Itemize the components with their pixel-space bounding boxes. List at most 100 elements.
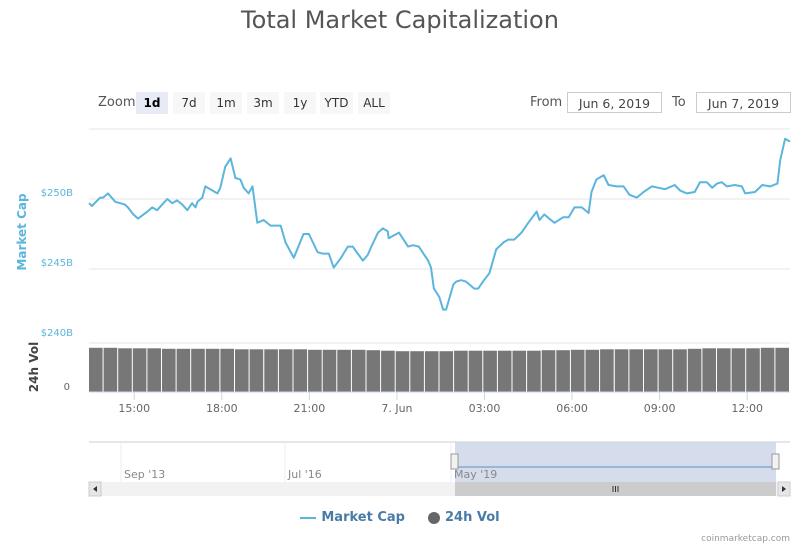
volume-bar: [162, 348, 176, 392]
x-axis-ticks: 15:00 18:00 21:00 7. Jun 03:00 06:00 09:00 12:0…: [118, 392, 763, 415]
y-tick-label: $245B: [41, 258, 73, 269]
x-tick-label: 06:00: [556, 402, 588, 415]
navigator-label: Sep '13: [124, 468, 165, 481]
volume-bar: [775, 347, 789, 392]
to-label: To: [672, 95, 686, 110]
legend-label: 24h Vol: [445, 510, 500, 525]
grip-icon: [612, 486, 619, 492]
x-tick-label: 21:00: [294, 402, 326, 415]
volume-bar: [424, 351, 439, 392]
volume-bars: [89, 347, 789, 392]
volume-bar: [176, 348, 191, 392]
scrollbar[interactable]: [88, 481, 791, 497]
volume-bar: [308, 349, 322, 392]
volume-bar: [351, 349, 366, 392]
zoom-ytd-button[interactable]: YTD: [320, 92, 353, 114]
volume-bar: [264, 349, 278, 392]
volume-bar: [191, 348, 205, 392]
market-cap-line[interactable]: [88, 137, 791, 311]
volume-bar: [395, 351, 410, 392]
volume-bar: [585, 349, 600, 392]
x-tick-label: 18:00: [206, 402, 238, 415]
y-axis-label: Market Cap: [15, 193, 29, 271]
circle-symbol-icon: [428, 511, 441, 524]
volume-bar: [205, 348, 220, 392]
volume-bar: [614, 349, 629, 392]
gridlines: [89, 128, 790, 344]
arrow-left-icon: [93, 486, 97, 492]
volume-bar: [366, 350, 381, 392]
volume-bar: [322, 349, 337, 392]
x-tick-label: 12:00: [731, 402, 763, 415]
volume-bar: [337, 349, 351, 392]
volume-bar: [235, 349, 249, 392]
volume-bar: [512, 350, 527, 392]
volume-bar: [468, 350, 483, 392]
volume-bar: [629, 349, 643, 392]
volume-bar: [717, 348, 731, 392]
volume-axis-label: 24h Vol: [27, 342, 41, 392]
chart-title: Total Market Capitalization: [241, 6, 559, 34]
navigator[interactable]: Sep '13 Jul '16 May '19: [89, 441, 790, 482]
volume-bar: [702, 348, 716, 392]
to-date-input[interactable]: Jun 7, 2019: [696, 92, 791, 113]
volume-bar: [527, 350, 541, 392]
volume-axis-tick: 0: [64, 382, 70, 393]
x-tick-label: 03:00: [469, 402, 501, 415]
volume-bar: [556, 350, 570, 392]
y-tick-label: $240B: [41, 328, 73, 339]
legend: Market Cap 24h Vol: [0, 510, 800, 525]
navigator-label: Jul '16: [287, 468, 322, 481]
zoom-3m-button[interactable]: 3m: [247, 92, 279, 114]
zoom-label: Zoom: [98, 95, 136, 110]
legend-item-24h-vol[interactable]: 24h Vol: [428, 510, 500, 525]
navigator-left-handle[interactable]: [450, 453, 459, 470]
x-tick-label: 15:00: [118, 402, 150, 415]
zoom-all-button[interactable]: ALL: [358, 92, 390, 114]
x-tick-label: 7. Jun: [381, 402, 412, 415]
volume-bar: [570, 349, 585, 392]
arrow-right-icon: [782, 486, 786, 492]
volume-bar: [410, 351, 424, 392]
from-label: From: [530, 95, 563, 110]
volume-bar: [220, 348, 234, 392]
volume-bar: [483, 350, 497, 392]
credit-link[interactable]: coinmarketcap.com: [701, 534, 790, 544]
volume-bar: [293, 349, 308, 392]
volume-bar: [147, 348, 161, 392]
line-symbol-icon: [300, 516, 317, 519]
navigator-right-handle[interactable]: [771, 453, 780, 470]
volume-bar: [439, 351, 454, 392]
x-tick-label: 09:00: [644, 402, 676, 415]
legend-item-market-cap[interactable]: Market Cap: [300, 510, 405, 525]
volume-bar: [760, 347, 775, 392]
volume-bar: [497, 350, 512, 392]
volume-bar: [541, 350, 556, 392]
zoom-7d-button[interactable]: 7d: [173, 92, 205, 114]
volume-bar: [644, 349, 658, 392]
zoom-1m-button[interactable]: 1m: [210, 92, 242, 114]
volume-bar: [118, 348, 132, 392]
volume-bar: [673, 349, 687, 392]
volume-bar: [746, 348, 760, 392]
y-axis-ticks: $250B $245B $240B: [41, 188, 73, 339]
volume-bar: [658, 349, 673, 392]
volume-bar: [687, 348, 702, 392]
zoom-1y-button[interactable]: 1y: [284, 92, 316, 114]
volume-bar: [454, 350, 468, 392]
volume-bar: [103, 347, 118, 392]
volume-bar: [132, 348, 147, 392]
zoom-1d-button[interactable]: 1d: [136, 92, 168, 114]
volume-bar: [278, 349, 293, 392]
legend-label: Market Cap: [321, 510, 405, 525]
volume-bar: [731, 348, 746, 392]
from-date-input[interactable]: Jun 6, 2019: [567, 92, 662, 113]
volume-bar: [89, 347, 103, 392]
volume-bar: [249, 349, 264, 392]
navigator-label: May '19: [454, 468, 497, 481]
navigator-selection[interactable]: [455, 442, 776, 482]
volume-bar: [600, 349, 614, 392]
volume-bar: [381, 350, 395, 392]
